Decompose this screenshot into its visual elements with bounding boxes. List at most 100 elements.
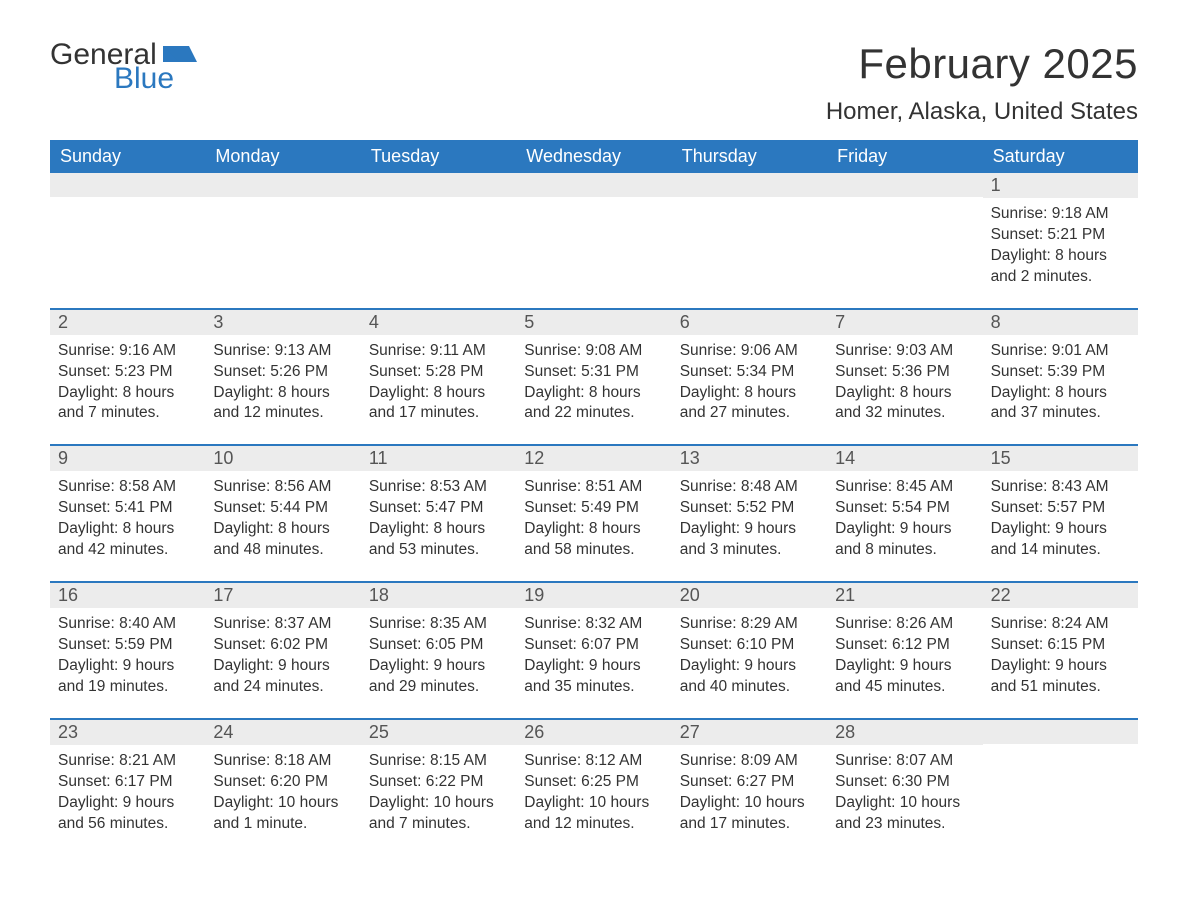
- daylight1-text: Daylight: 9 hours: [991, 519, 1130, 540]
- sunrise-text: Sunrise: 8:58 AM: [58, 477, 197, 498]
- flag-icon: [163, 44, 197, 66]
- day-number: 19: [516, 583, 671, 608]
- sunset-text: Sunset: 5:54 PM: [835, 498, 974, 519]
- sunset-text: Sunset: 6:07 PM: [524, 635, 663, 656]
- day-number: 2: [50, 310, 205, 335]
- header: General Blue February 2025 Homer, Alaska…: [50, 40, 1138, 134]
- sunset-text: Sunset: 6:17 PM: [58, 772, 197, 793]
- daylight1-text: Daylight: 10 hours: [524, 793, 663, 814]
- calendar-cell: 18Sunrise: 8:35 AMSunset: 6:05 PMDayligh…: [361, 583, 516, 706]
- day-details: Sunrise: 8:58 AMSunset: 5:41 PMDaylight:…: [50, 471, 205, 561]
- day-number: 7: [827, 310, 982, 335]
- daylight2-text: and 19 minutes.: [58, 677, 197, 698]
- weekday-header: Monday: [205, 140, 360, 173]
- daylight1-text: Daylight: 9 hours: [369, 656, 508, 677]
- sunrise-text: Sunrise: 8:24 AM: [991, 614, 1130, 635]
- day-number: 24: [205, 720, 360, 745]
- calendar-cell: [983, 720, 1138, 843]
- day-number: [50, 173, 205, 197]
- weeks-container: 1Sunrise: 9:18 AMSunset: 5:21 PMDaylight…: [50, 173, 1138, 842]
- day-details: Sunrise: 8:29 AMSunset: 6:10 PMDaylight:…: [672, 608, 827, 698]
- daylight1-text: Daylight: 9 hours: [680, 656, 819, 677]
- daylight1-text: Daylight: 8 hours: [58, 383, 197, 404]
- sunset-text: Sunset: 6:27 PM: [680, 772, 819, 793]
- daylight1-text: Daylight: 10 hours: [213, 793, 352, 814]
- day-details: Sunrise: 8:48 AMSunset: 5:52 PMDaylight:…: [672, 471, 827, 561]
- daylight2-text: and 7 minutes.: [58, 403, 197, 424]
- daylight2-text: and 32 minutes.: [835, 403, 974, 424]
- sunset-text: Sunset: 5:36 PM: [835, 362, 974, 383]
- calendar-cell: 9Sunrise: 8:58 AMSunset: 5:41 PMDaylight…: [50, 446, 205, 569]
- day-number: 11: [361, 446, 516, 471]
- sunrise-text: Sunrise: 8:48 AM: [680, 477, 819, 498]
- daylight1-text: Daylight: 9 hours: [991, 656, 1130, 677]
- day-details: Sunrise: 9:18 AMSunset: 5:21 PMDaylight:…: [983, 198, 1138, 288]
- calendar-cell: [205, 173, 360, 296]
- day-details: Sunrise: 8:43 AMSunset: 5:57 PMDaylight:…: [983, 471, 1138, 561]
- day-number: 20: [672, 583, 827, 608]
- sunset-text: Sunset: 6:15 PM: [991, 635, 1130, 656]
- calendar-week: 16Sunrise: 8:40 AMSunset: 5:59 PMDayligh…: [50, 581, 1138, 706]
- day-number: [205, 173, 360, 197]
- daylight1-text: Daylight: 8 hours: [58, 519, 197, 540]
- calendar-cell: [672, 173, 827, 296]
- calendar-cell: [516, 173, 671, 296]
- daylight2-text: and 7 minutes.: [369, 814, 508, 835]
- daylight1-text: Daylight: 8 hours: [369, 519, 508, 540]
- calendar-cell: [361, 173, 516, 296]
- day-number: 22: [983, 583, 1138, 608]
- day-number: 27: [672, 720, 827, 745]
- daylight1-text: Daylight: 8 hours: [991, 246, 1130, 267]
- day-number: [361, 173, 516, 197]
- weekday-header: Wednesday: [516, 140, 671, 173]
- day-details: Sunrise: 8:32 AMSunset: 6:07 PMDaylight:…: [516, 608, 671, 698]
- day-details: Sunrise: 8:18 AMSunset: 6:20 PMDaylight:…: [205, 745, 360, 835]
- sunrise-text: Sunrise: 8:29 AM: [680, 614, 819, 635]
- sunrise-text: Sunrise: 8:32 AM: [524, 614, 663, 635]
- daylight2-text: and 40 minutes.: [680, 677, 819, 698]
- daylight2-text: and 12 minutes.: [213, 403, 352, 424]
- daylight2-text: and 53 minutes.: [369, 540, 508, 561]
- day-number: 15: [983, 446, 1138, 471]
- daylight1-text: Daylight: 9 hours: [58, 656, 197, 677]
- calendar-week: 1Sunrise: 9:18 AMSunset: 5:21 PMDaylight…: [50, 173, 1138, 296]
- sunrise-text: Sunrise: 9:06 AM: [680, 341, 819, 362]
- sunrise-text: Sunrise: 9:01 AM: [991, 341, 1130, 362]
- day-number: 9: [50, 446, 205, 471]
- sunrise-text: Sunrise: 9:03 AM: [835, 341, 974, 362]
- calendar-cell: 19Sunrise: 8:32 AMSunset: 6:07 PMDayligh…: [516, 583, 671, 706]
- daylight1-text: Daylight: 8 hours: [369, 383, 508, 404]
- calendar-cell: 3Sunrise: 9:13 AMSunset: 5:26 PMDaylight…: [205, 310, 360, 433]
- day-number: 28: [827, 720, 982, 745]
- calendar-week: 2Sunrise: 9:16 AMSunset: 5:23 PMDaylight…: [50, 308, 1138, 433]
- sunset-text: Sunset: 6:25 PM: [524, 772, 663, 793]
- sunset-text: Sunset: 6:30 PM: [835, 772, 974, 793]
- sunrise-text: Sunrise: 9:08 AM: [524, 341, 663, 362]
- daylight2-text: and 29 minutes.: [369, 677, 508, 698]
- day-details: Sunrise: 8:51 AMSunset: 5:49 PMDaylight:…: [516, 471, 671, 561]
- sunset-text: Sunset: 6:02 PM: [213, 635, 352, 656]
- calendar-cell: 10Sunrise: 8:56 AMSunset: 5:44 PMDayligh…: [205, 446, 360, 569]
- sunset-text: Sunset: 5:34 PM: [680, 362, 819, 383]
- sunset-text: Sunset: 6:05 PM: [369, 635, 508, 656]
- day-number: [516, 173, 671, 197]
- sunrise-text: Sunrise: 8:26 AM: [835, 614, 974, 635]
- daylight2-text: and 42 minutes.: [58, 540, 197, 561]
- daylight2-text: and 48 minutes.: [213, 540, 352, 561]
- sunset-text: Sunset: 5:31 PM: [524, 362, 663, 383]
- day-number: 4: [361, 310, 516, 335]
- calendar-cell: 13Sunrise: 8:48 AMSunset: 5:52 PMDayligh…: [672, 446, 827, 569]
- sunrise-text: Sunrise: 8:21 AM: [58, 751, 197, 772]
- daylight2-text: and 3 minutes.: [680, 540, 819, 561]
- calendar-cell: 24Sunrise: 8:18 AMSunset: 6:20 PMDayligh…: [205, 720, 360, 843]
- day-number: 26: [516, 720, 671, 745]
- day-details: Sunrise: 8:21 AMSunset: 6:17 PMDaylight:…: [50, 745, 205, 835]
- day-number: [827, 173, 982, 197]
- daylight1-text: Daylight: 9 hours: [213, 656, 352, 677]
- daylight2-text: and 23 minutes.: [835, 814, 974, 835]
- sunset-text: Sunset: 5:49 PM: [524, 498, 663, 519]
- daylight1-text: Daylight: 9 hours: [680, 519, 819, 540]
- sunrise-text: Sunrise: 8:43 AM: [991, 477, 1130, 498]
- sunset-text: Sunset: 6:10 PM: [680, 635, 819, 656]
- day-details: Sunrise: 8:40 AMSunset: 5:59 PMDaylight:…: [50, 608, 205, 698]
